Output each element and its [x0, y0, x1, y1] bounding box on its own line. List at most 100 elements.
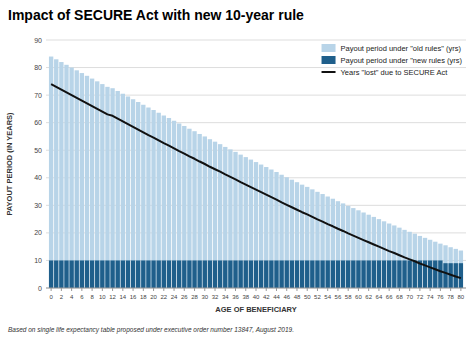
x-tick: [133, 288, 134, 291]
bar: [177, 260, 181, 288]
x-tick-label: 26: [181, 294, 188, 300]
y-tick-label: 80: [34, 64, 42, 71]
bar: [223, 147, 227, 288]
bar: [295, 182, 299, 288]
x-tick-label: 50: [304, 294, 311, 300]
line: [51, 84, 461, 278]
x-tick-label: 44: [273, 294, 280, 300]
y-tick-label: 10: [34, 257, 42, 264]
bar: [131, 260, 135, 288]
bar: [433, 260, 437, 288]
x-tick-label: 14: [119, 294, 126, 300]
bar: [320, 194, 324, 288]
bar: [197, 260, 201, 288]
bar: [69, 260, 73, 288]
x-tick-label: 58: [345, 294, 352, 300]
x-tick-label: 22: [160, 294, 167, 300]
x-tick-label: 60: [355, 294, 362, 300]
bar: [233, 152, 237, 288]
x-tick: [409, 288, 410, 291]
x-tick-label: 72: [417, 294, 424, 300]
bar: [192, 131, 196, 288]
x-tick: [163, 288, 164, 291]
bar: [49, 57, 53, 288]
bar: [279, 175, 283, 288]
bar: [90, 260, 94, 288]
x-tick-label: 42: [263, 294, 270, 300]
bar: [213, 142, 217, 288]
x-tick: [61, 288, 62, 291]
bar: [136, 260, 140, 288]
x-tick: [102, 288, 103, 291]
bar: [382, 260, 386, 288]
bar: [459, 251, 463, 288]
bar: [351, 260, 355, 288]
x-tick: [296, 288, 297, 291]
x-tick-label: 56: [335, 294, 342, 300]
bar: [244, 157, 248, 288]
bar: [110, 260, 114, 288]
legend-swatch: [322, 44, 336, 52]
bar: [295, 260, 299, 288]
x-tick-label: 76: [437, 294, 444, 300]
bar: [203, 136, 207, 288]
grid-line: [46, 40, 466, 41]
x-tick-label: 4: [70, 294, 74, 300]
bar: [326, 260, 330, 288]
bar: [218, 144, 222, 288]
bar: [121, 260, 125, 288]
bar: [172, 260, 176, 288]
x-tick: [266, 288, 267, 291]
x-tick: [419, 288, 420, 291]
bar: [69, 68, 73, 288]
bar: [157, 260, 161, 288]
x-tick: [399, 288, 400, 291]
bar: [54, 59, 58, 288]
bar: [105, 87, 109, 288]
bar: [100, 84, 104, 288]
bar: [397, 228, 401, 288]
x-tick: [215, 288, 216, 291]
bar: [428, 240, 432, 288]
x-tick: [348, 288, 349, 291]
bar: [228, 149, 232, 288]
bar: [177, 123, 181, 288]
bar: [459, 263, 463, 288]
bar: [208, 139, 212, 288]
bar: [274, 260, 278, 288]
x-tick-label: 70: [406, 294, 413, 300]
bar: [346, 206, 350, 288]
bar: [438, 244, 442, 288]
bar: [80, 73, 84, 288]
plot-area: [49, 57, 463, 288]
bar: [254, 162, 258, 288]
bar: [203, 260, 207, 288]
bar: [75, 70, 79, 288]
x-tick: [204, 288, 205, 291]
bar: [249, 160, 253, 288]
x-tick-label: 54: [324, 294, 331, 300]
x-tick-label: 38: [242, 294, 249, 300]
x-tick: [225, 288, 226, 291]
bar: [305, 187, 309, 288]
x-tick: [92, 288, 93, 291]
bar-series: [49, 260, 463, 288]
bar: [346, 260, 350, 288]
bar: [100, 260, 104, 288]
x-tick-label: 62: [365, 294, 372, 300]
bar: [300, 260, 304, 288]
x-tick-label: 24: [171, 294, 178, 300]
chart: Impact of SECURE Act with new 10-year ru…: [0, 0, 474, 338]
x-tick-label: 66: [386, 294, 393, 300]
x-tick: [174, 288, 175, 291]
bar: [320, 260, 324, 288]
x-tick-label: 64: [376, 294, 383, 300]
bar: [285, 177, 289, 288]
legend-label: Payout period under "new rules (yrs): [341, 56, 463, 65]
x-tick-label: 12: [109, 294, 116, 300]
x-tick-label: 48: [294, 294, 301, 300]
bar: [387, 260, 391, 288]
bar: [367, 260, 371, 288]
x-tick: [81, 288, 82, 291]
bar: [290, 180, 294, 288]
